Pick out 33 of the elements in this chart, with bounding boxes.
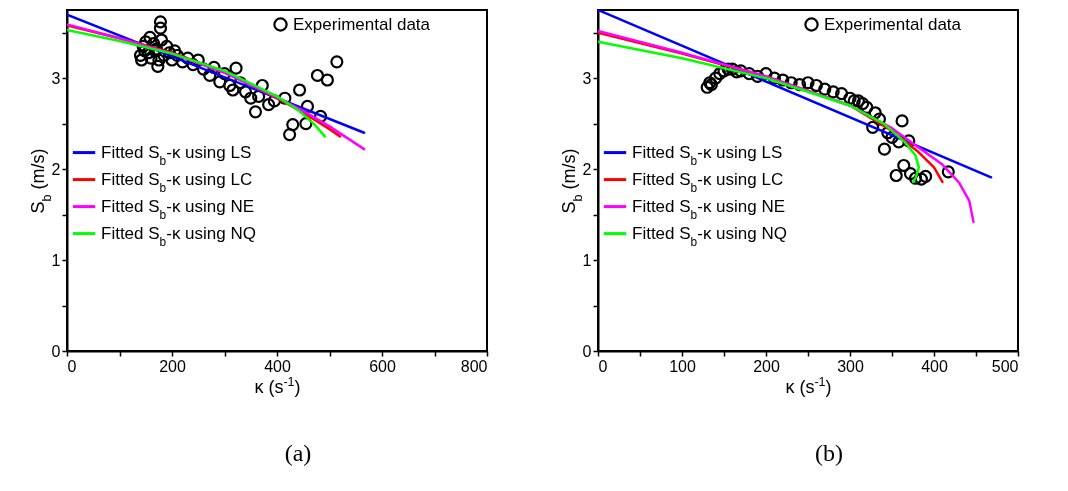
x-axis-title: κ (s$^{-1}$) [785,374,832,397]
x-tick-label: 500 [991,357,1019,375]
legend-label: Fitted S$_{b}$-κ using LC [632,169,784,195]
y-tick-label: 3 [51,69,61,87]
x-tick-label: 200 [159,357,186,375]
y-tick-label: 0 [582,342,592,360]
legend-label: Fitted S$_{b}$-κ using LS [632,142,783,168]
x-tick-label: 100 [669,357,696,375]
text: (b) [814,440,844,467]
legend-label: Fitted S$_{b}$-κ using NQ [101,223,256,249]
y-tick-label: 1 [51,251,61,269]
x-tick-label: 800 [460,357,488,375]
y-tick-label: 2 [582,160,592,178]
legend-label: Experimental data [824,14,962,34]
x-tick-label: 200 [753,357,780,375]
x-tick-label: 0 [67,357,77,375]
x-tick-label: 600 [369,357,396,375]
x-tick-label: 400 [921,357,948,375]
x-tick-label: 300 [837,357,864,375]
y-tick-label: 1 [582,251,592,269]
legend-label: Fitted S$_{b}$-κ using LC [101,169,253,195]
legend-label: Experimental data [293,14,431,34]
text: (a) [283,440,313,467]
y-tick-label: 2 [51,160,61,178]
y-tick-label: 0 [51,342,61,360]
x-axis-title: κ (s$^{-1}$) [254,374,301,397]
legend-label: Fitted S$_{b}$-κ using NE [632,196,786,222]
legend-label: Fitted S$_{b}$-κ using LS [101,142,252,168]
legend-label: Fitted S$_{b}$-κ using NQ [632,223,787,249]
x-tick-label: 400 [264,357,291,375]
legend-label: Fitted S$_{b}$-κ using NE [101,196,255,222]
x-tick-label: 0 [598,357,608,375]
y-tick-label: 3 [582,69,592,87]
